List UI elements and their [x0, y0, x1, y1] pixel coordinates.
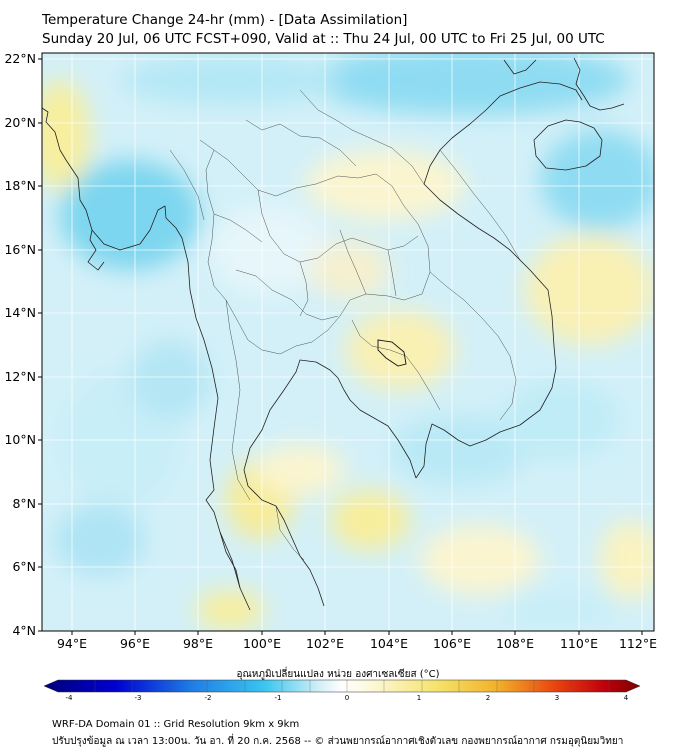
colorbar-tick: 0	[345, 694, 349, 702]
map-frame	[41, 52, 655, 632]
lat-axis: 22°N 20°N 18°N 16°N 14°N 12°N 10°N 8°N 6…	[4, 51, 42, 638]
colorbar-tick: 3	[555, 694, 559, 702]
lat-tick-label: 12°N	[4, 369, 36, 384]
lat-tick-label: 6°N	[12, 559, 36, 574]
lat-tick-label: 18°N	[4, 178, 36, 193]
lat-tick-label: 10°N	[4, 432, 36, 447]
colorbar-label: อุณหภูมิเปลี่ยนแปลง หน่วย องศาเซลเซียส (…	[236, 669, 440, 680]
map-title: Temperature Change 24-hr (mm) - [Data As…	[42, 12, 408, 28]
colorbar: -4 -3 -2 -1 0 1 2 3 4	[43, 679, 641, 702]
colorbar-tick: -3	[135, 694, 142, 702]
temperature-field	[42, 53, 654, 631]
lat-tick-label: 8°N	[12, 496, 36, 511]
lon-tick-label: 100°E	[243, 636, 281, 651]
coastlines	[42, 57, 625, 611]
graticule	[42, 53, 654, 631]
lon-tick-label: 110°E	[560, 636, 598, 651]
lat-tick-label: 22°N	[4, 51, 36, 66]
lon-tick-label: 104°E	[370, 636, 408, 651]
lon-tick-label: 98°E	[183, 636, 213, 651]
lake	[377, 339, 407, 367]
lon-tick-label: 96°E	[120, 636, 150, 651]
lon-tick-label: 106°E	[433, 636, 471, 651]
lon-tick-label: 108°E	[496, 636, 534, 651]
colorbar-tick: -1	[275, 694, 282, 702]
lon-tick-label: 112°E	[619, 636, 657, 651]
footer-model-info: WRF-DA Domain 01 :: Grid Resolution 9km …	[52, 719, 300, 730]
lon-axis: 94°E 96°E 98°E 100°E 102°E 104°E 106°E 1…	[57, 631, 657, 651]
lon-tick-label: 94°E	[57, 636, 87, 651]
lat-tick-label: 20°N	[4, 115, 36, 130]
colorbar-tick: 1	[417, 694, 421, 702]
lat-tick-label: 4°N	[12, 623, 36, 638]
lon-tick-label: 102°E	[306, 636, 344, 651]
footer-update-info: ปรับปรุงข้อมูล ณ เวลา 13:00น. วัน อา. ที…	[52, 736, 624, 747]
lat-tick-label: 14°N	[4, 305, 36, 320]
colorbar-tick: 2	[486, 694, 490, 702]
colorbar-tick: -4	[66, 694, 74, 702]
colorbar-tick: 4	[624, 694, 629, 702]
colorbar-tick: -2	[205, 694, 212, 702]
colorbar-gradient	[43, 679, 641, 693]
province-borders	[169, 89, 521, 561]
lat-tick-label: 16°N	[4, 242, 36, 257]
map-subtitle: Sunday 20 Jul, 06 UTC FCST+090, Valid at…	[42, 31, 605, 47]
